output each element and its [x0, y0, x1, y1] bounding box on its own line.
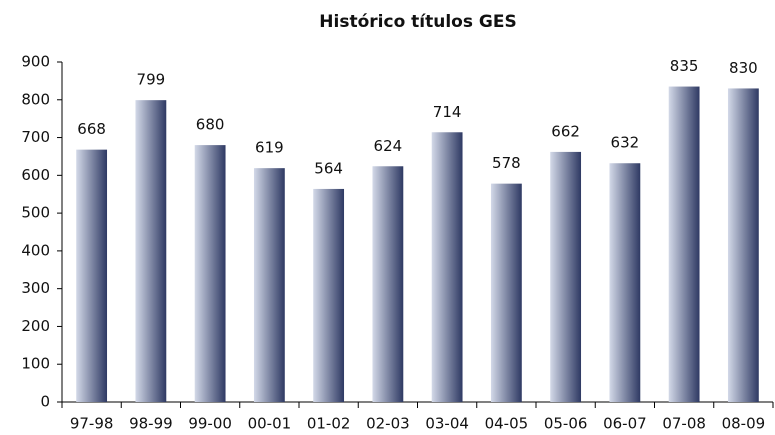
x-tick-label: 08-09	[722, 415, 766, 433]
bar	[76, 149, 108, 402]
x-tick-label: 04-05	[485, 415, 529, 433]
y-tick-label: 600	[21, 166, 50, 184]
data-label: 668	[77, 120, 106, 138]
y-tick-label: 100	[21, 355, 50, 373]
y-tick-label: 400	[21, 241, 50, 259]
bar	[431, 132, 463, 402]
y-tick-label: 0	[40, 393, 50, 411]
y-tick-label: 800	[21, 90, 50, 108]
data-label: 662	[551, 122, 580, 140]
bar	[313, 188, 345, 402]
y-tick-label: 200	[21, 317, 50, 335]
data-label: 619	[255, 139, 284, 157]
bar	[253, 168, 285, 402]
data-label: 799	[137, 71, 166, 89]
x-tick-label: 05-06	[544, 415, 588, 433]
data-label: 835	[670, 57, 699, 75]
data-label: 632	[611, 134, 640, 152]
bar	[135, 100, 167, 403]
y-tick-label: 500	[21, 204, 50, 222]
y-tick-label: 300	[21, 279, 50, 297]
x-tick-label: 02-03	[366, 415, 410, 433]
x-tick-label: 98-99	[129, 415, 173, 433]
bar	[727, 88, 759, 402]
bar	[609, 163, 641, 402]
data-label: 714	[433, 103, 462, 121]
y-tick-label: 700	[21, 128, 50, 146]
bar	[490, 183, 522, 402]
x-tick-label: 07-08	[662, 415, 706, 433]
data-label: 578	[492, 154, 521, 172]
y-tick-label: 900	[21, 53, 50, 71]
data-label: 624	[374, 137, 403, 155]
data-label: 680	[196, 116, 225, 134]
x-tick-label: 99-00	[188, 415, 232, 433]
bar	[550, 151, 582, 402]
data-label: 830	[729, 59, 758, 77]
x-tick-label: 03-04	[425, 415, 469, 433]
x-tick-label: 00-01	[248, 415, 292, 433]
bar	[194, 145, 226, 402]
bar	[372, 166, 404, 402]
x-tick-label: 97-98	[70, 415, 114, 433]
data-label: 564	[314, 159, 343, 177]
chart-title: Histórico títulos GES	[319, 12, 516, 32]
x-tick-label: 06-07	[603, 415, 647, 433]
bar	[668, 86, 700, 403]
x-tick-label: 01-02	[307, 415, 351, 433]
